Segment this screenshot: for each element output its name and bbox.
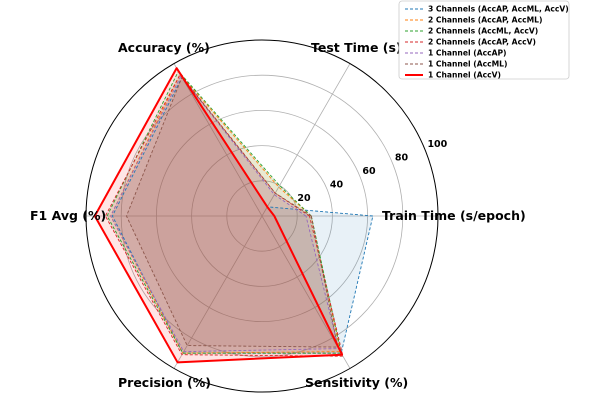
axis-label-4: Precision (%) [118,375,211,390]
series-fill-2 [107,71,342,354]
series-fill-1 [110,74,341,354]
axis-label-5: Sensitivity (%) [305,375,408,390]
legend-box [398,0,570,80]
r-tick-label: 40 [330,179,344,190]
legend-label-5: 1 Channel (AccML) [428,60,507,69]
spoke-1 [261,63,351,217]
spoke-2 [173,63,263,217]
legend-label-6: 1 Channel (AccV) [428,71,501,80]
r-tick-label: 60 [362,166,376,177]
series-line-6 [93,67,344,364]
r-tick-label: 80 [395,152,409,163]
spoke-4 [173,215,263,369]
legend-label-1: 2 Channels (AccAP, AccML) [428,16,542,25]
legend: 3 Channels (AccAP, AccML, AccV) 2 Channel… [398,0,570,80]
legend-label-4: 1 Channel (AccAP) [428,49,507,58]
axis-label-2: Accuracy (%) [118,40,210,55]
axis-label-1: Test Time (s) [311,40,402,55]
grid-circle-60 [155,110,368,322]
axis-label-3: F1 Avg (%) [30,208,106,223]
axis-label-0: Train Time (s/epoch) [382,208,526,223]
grid-circle-100 [85,39,439,393]
series-fill-4 [110,75,339,352]
r-tick-label: 20 [297,193,311,204]
radar-axis-labels: Train Time (s/epoch) Test Time (s) Accurac… [30,40,526,390]
series-fill-3 [105,74,343,357]
series-line-5 [126,76,339,348]
radar-grid: 20 40 60 80 100 [85,39,448,393]
grid-circle-80 [120,74,404,358]
r-tick-label: 100 [427,139,447,150]
radar-series [93,67,374,364]
legend-label-0: 3 Channels (AccAP, AccML, AccV) [428,5,569,14]
series-fill-5 [126,77,338,348]
grid-circle-20 [226,180,298,252]
legend-label-3: 2 Channels (AccAP, AccV) [428,38,536,47]
legend-label-2: 2 Channels (AccML, AccV) [428,27,538,36]
grid-circle-40 [191,145,333,287]
